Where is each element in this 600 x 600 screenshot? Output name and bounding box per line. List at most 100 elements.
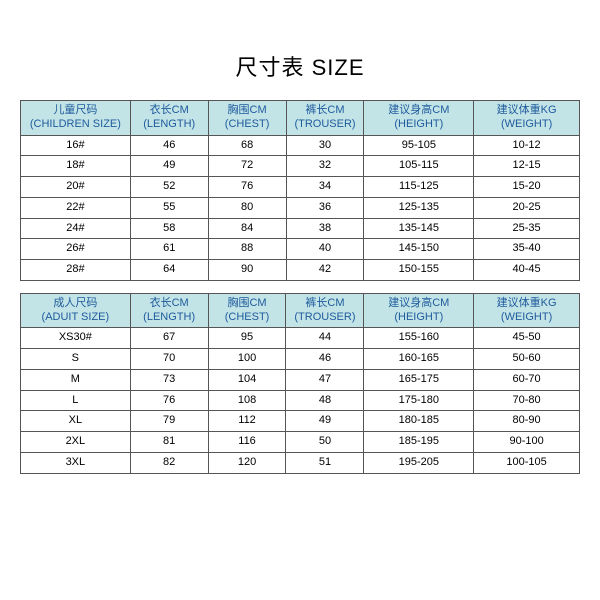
table-cell: 108 [208,390,286,411]
table-cell: 81 [130,432,208,453]
table-cell: 95-105 [364,135,474,156]
table-cell: 61 [130,239,208,260]
children-size-table: 儿童尺码(CHILDREN SIZE)衣长CM(LENGTH)胸围CM(CHES… [20,100,580,281]
table-cell: 125-135 [364,197,474,218]
table-cell: 80 [208,197,286,218]
table-cell: 195-205 [364,452,474,473]
table-cell: 135-145 [364,218,474,239]
column-header: 建议身高CM(HEIGHT) [364,101,474,136]
table-cell: 90-100 [474,432,580,453]
table-row: 20#527634115-12515-20 [21,177,580,198]
table-cell: 16# [21,135,131,156]
table-cell: 82 [130,452,208,473]
table-cell: 115-125 [364,177,474,198]
table-cell: 12-15 [474,156,580,177]
table-cell: M [21,369,131,390]
table-cell: 160-165 [364,349,474,370]
table-cell: 58 [130,218,208,239]
table-cell: 95 [208,328,286,349]
table-cell: 10-12 [474,135,580,156]
table-cell: 88 [208,239,286,260]
table-cell: L [21,390,131,411]
table-row: 28#649042150-15540-45 [21,260,580,281]
table-cell: XL [21,411,131,432]
table-cell: 79 [130,411,208,432]
table-row: XL7911249180-18580-90 [21,411,580,432]
table-row: 16#46683095-10510-12 [21,135,580,156]
table-cell: XS30# [21,328,131,349]
column-header: 胸围CM(CHEST) [208,101,286,136]
table-cell: 165-175 [364,369,474,390]
column-header: 建议体重KG(WEIGHT) [474,101,580,136]
table-cell: 76 [130,390,208,411]
table-cell: 73 [130,369,208,390]
table-cell: 38 [286,218,364,239]
table-row: L7610848175-18070-80 [21,390,580,411]
table-cell: 26# [21,239,131,260]
table-cell: 20# [21,177,131,198]
column-header: 衣长CM(LENGTH) [130,293,208,328]
table-cell: 47 [286,369,364,390]
table-cell: 116 [208,432,286,453]
table-cell: 49 [130,156,208,177]
table-cell: 25-35 [474,218,580,239]
table-cell: 34 [286,177,364,198]
table-cell: 80-90 [474,411,580,432]
table-cell: 90 [208,260,286,281]
table-cell: 24# [21,218,131,239]
column-header: 建议身高CM(HEIGHT) [364,293,474,328]
table-cell: 180-185 [364,411,474,432]
table-row: 24#588438135-14525-35 [21,218,580,239]
table-cell: 52 [130,177,208,198]
table-cell: 51 [286,452,364,473]
column-header: 建议体重KG(WEIGHT) [474,293,580,328]
table-cell: 112 [208,411,286,432]
column-header: 衣长CM(LENGTH) [130,101,208,136]
table-cell: 46 [130,135,208,156]
table-cell: 49 [286,411,364,432]
table-cell: 105-115 [364,156,474,177]
table-cell: 22# [21,197,131,218]
column-header: 胸围CM(CHEST) [208,293,286,328]
table-row: 3XL8212051195-205100-105 [21,452,580,473]
table-row: M7310447165-17560-70 [21,369,580,390]
table-cell: 104 [208,369,286,390]
table-cell: 84 [208,218,286,239]
table-cell: S [21,349,131,370]
table-cell: 60-70 [474,369,580,390]
column-header: 裤长CM(TROUSER) [286,101,364,136]
column-header: 裤长CM(TROUSER) [286,293,364,328]
table-cell: 175-180 [364,390,474,411]
table-cell: 76 [208,177,286,198]
table-row: 26#618840145-15035-40 [21,239,580,260]
table-row: 2XL8111650185-19590-100 [21,432,580,453]
table-cell: 28# [21,260,131,281]
table-cell: 18# [21,156,131,177]
table-cell: 64 [130,260,208,281]
table-cell: 150-155 [364,260,474,281]
column-header: 成人尺码(ADUIT SIZE) [21,293,131,328]
table-cell: 100 [208,349,286,370]
column-header: 儿童尺码(CHILDREN SIZE) [21,101,131,136]
table-cell: 40 [286,239,364,260]
table-cell: 45-50 [474,328,580,349]
table-cell: 44 [286,328,364,349]
table-row: S7010046160-16550-60 [21,349,580,370]
table-cell: 32 [286,156,364,177]
table-row: XS30#679544155-16045-50 [21,328,580,349]
table-cell: 100-105 [474,452,580,473]
table-cell: 55 [130,197,208,218]
table-cell: 15-20 [474,177,580,198]
table-cell: 70 [130,349,208,370]
table-cell: 42 [286,260,364,281]
table-row: 18#497232105-11512-15 [21,156,580,177]
table-cell: 50 [286,432,364,453]
table-cell: 46 [286,349,364,370]
table-cell: 48 [286,390,364,411]
adult-size-table: 成人尺码(ADUIT SIZE)衣长CM(LENGTH)胸围CM(CHEST)裤… [20,293,580,474]
table-cell: 120 [208,452,286,473]
table-cell: 40-45 [474,260,580,281]
table-cell: 67 [130,328,208,349]
table-cell: 20-25 [474,197,580,218]
table-cell: 35-40 [474,239,580,260]
